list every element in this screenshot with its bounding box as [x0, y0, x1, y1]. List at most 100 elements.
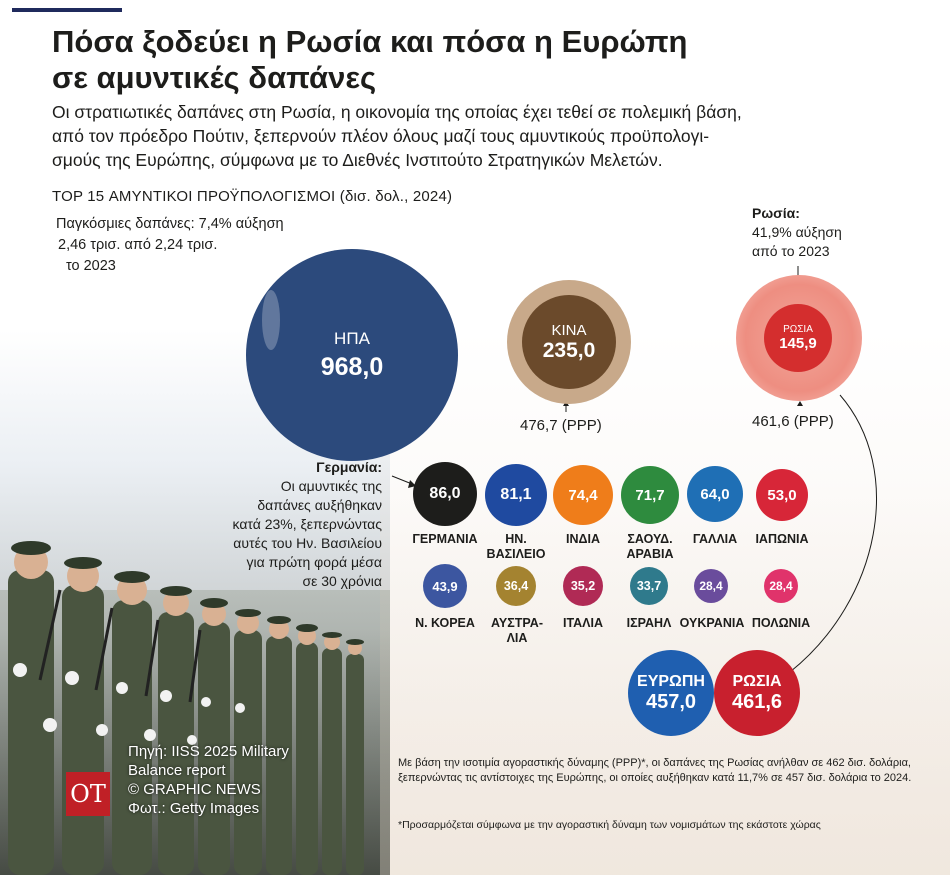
- bubble-value: 35,2: [570, 579, 596, 593]
- bubble-europe: ΕΥΡΩΠΗ 457,0: [628, 650, 714, 736]
- label-line: ΗΝ.: [505, 532, 527, 546]
- bubble-label: ΚΙΝΑ: [551, 321, 587, 339]
- bubble-india: 74,4: [553, 465, 613, 525]
- subtitle: Οι στρατιωτικές δαπάνες στη Ρωσία, η οικ…: [52, 100, 932, 172]
- source-line: Balance report: [128, 762, 226, 779]
- title-line: σε αμυντικές δαπάνες: [52, 60, 377, 95]
- bubble-ukraine: 28,4: [694, 569, 728, 603]
- label-israel: ΙΣΡΑΗΛ: [626, 616, 672, 630]
- bubble-value: 145,9: [779, 335, 817, 352]
- bubble-uk: 81,1: [485, 464, 547, 526]
- bubble-value: 28,4: [699, 579, 723, 593]
- russia-note: Ρωσία: 41,9% αύξηση από το 2023: [752, 204, 862, 261]
- label-india: ΙΝΔΙΑ: [566, 532, 600, 546]
- subtitle-line: σμούς της Ευρώπης, σύμφωνα με το Διεθνές…: [52, 150, 663, 170]
- bubble-value: 53,0: [767, 486, 797, 504]
- top-accent-bar: [12, 8, 122, 12]
- bubble-usa: ΗΠΑ 968,0: [246, 249, 458, 461]
- label-line: ΛΙΑ: [506, 631, 528, 645]
- label-line: ΣΑΟΥΔ.: [627, 532, 673, 546]
- bubble-italy: 35,2: [563, 566, 603, 606]
- note-line: το 2023: [66, 258, 116, 274]
- note-line: για πρώτη φορά μέσα: [246, 554, 382, 570]
- label-italy: ΙΤΑΛΙΑ: [562, 616, 604, 630]
- bubble-value: 81,1: [500, 486, 532, 503]
- bubble-value: 86,0: [429, 485, 461, 502]
- ot-logo: ΟΤ: [66, 772, 110, 816]
- note-line: αυτές του Ην. Βασιλείου: [233, 535, 382, 551]
- label-ukraine: ΟΥΚΡΑΝΙΑ: [679, 616, 745, 630]
- bubble-russia: ΡΩΣΙΑ 145,9: [764, 304, 832, 372]
- russia-ppp-arc: [789, 394, 877, 673]
- note-head: Ρωσία:: [752, 205, 800, 221]
- bubble-label: ΗΠΑ: [334, 328, 370, 348]
- label-germany: ΓΕΡΜΑΝΙΑ: [412, 532, 478, 546]
- bubble-china: ΚΙΝΑ 235,0: [522, 295, 616, 389]
- label-uk: ΗΝ. ΒΑΣΙΛΕΙΟ: [478, 532, 554, 562]
- usa-bubble-shine: [262, 290, 280, 350]
- label-saudi: ΣΑΟΥΔ. ΑΡΑΒΙΑ: [612, 532, 688, 562]
- note-line: Οι αμυντικές της: [280, 478, 382, 494]
- bubble-value: 461,6: [731, 690, 783, 713]
- bubble-value: 74,4: [568, 486, 598, 504]
- bubble-label: ΡΩΣΙΑ: [732, 672, 782, 690]
- label-poland: ΠΟΛΩΝΙΑ: [751, 616, 811, 630]
- soldier-row: [0, 541, 390, 875]
- note-line: 41,9% αύξηση: [752, 224, 842, 240]
- bubble-value: 235,0: [542, 338, 596, 362]
- bubble-value: 33,7: [636, 579, 662, 593]
- soldiers-photo: [0, 541, 390, 875]
- bubble-japan: 53,0: [756, 469, 808, 521]
- bubble-value: 457,0: [645, 690, 697, 713]
- source-credits: Πηγή: IISS 2025 Military Balance report …: [128, 742, 289, 818]
- arrow-head: [797, 401, 803, 406]
- subtitle-line: Οι στρατιωτικές δαπάνες στη Ρωσία, η οικ…: [52, 102, 742, 122]
- label-line: ΒΑΣΙΛΕΙΟ: [486, 547, 546, 561]
- section-title: TOP 15 ΑΜΥΝΤΙΚΟΙ ΠΡΟΫΠΟΛΟΓΙΣΜΟΙ (δισ. δο…: [52, 188, 453, 205]
- label-line: ΑΥΣΤΡΑ-: [491, 616, 543, 630]
- source-line: Πηγή: IISS 2025 Military: [128, 743, 289, 760]
- germany-note: Γερμανία: Οι αμυντικές της δαπάνες αυξήθ…: [170, 458, 382, 591]
- bubble-value: 28,4: [769, 579, 793, 593]
- title-line: Πόσα ξοδεύει η Ρωσία και πόσα η Ευρώπη: [52, 24, 688, 59]
- germany-note-arrow: [391, 475, 413, 485]
- bubble-poland: 28,4: [764, 569, 798, 603]
- ppp-footnote: Με βάση την ισοτιμία αγοραστικής δύναμης…: [398, 757, 912, 784]
- subtitle-line: από τον πρόεδρο Πούτιν, ξεπερνούν πλέον …: [52, 126, 710, 146]
- bubble-label: ΡΩΣΙΑ: [783, 324, 813, 335]
- russia-ppp-label: 461,6 (PPP): [752, 413, 834, 430]
- bubble-germany: 86,0: [413, 462, 477, 526]
- label-line: ΑΡΑΒΙΑ: [626, 547, 674, 561]
- bubble-russia-ppp: ΡΩΣΙΑ 461,6: [714, 650, 800, 736]
- bubble-france: 64,0: [687, 466, 743, 522]
- label-france: ΓΑΛΛΙΑ: [692, 532, 738, 546]
- label-australia: ΑΥΣΤΡΑ- ΛΙΑ: [482, 616, 552, 646]
- bubble-value: 968,0: [320, 352, 384, 381]
- bubble-south-korea: 43,9: [423, 564, 467, 608]
- background-fade: [380, 330, 950, 875]
- label-japan: ΙΑΠΩΝΙΑ: [755, 532, 809, 546]
- note-line: σε 30 χρόνια: [302, 573, 382, 589]
- bubble-value: 71,7: [635, 486, 665, 504]
- bubble-saudi: 71,7: [621, 466, 679, 524]
- bubble-israel: 33,7: [630, 567, 668, 605]
- page-title: Πόσα ξοδεύει η Ρωσία και πόσα η Ευρώπη σ…: [52, 24, 752, 96]
- source-line: © GRAPHIC NEWS: [128, 781, 261, 798]
- label-south-korea: Ν. ΚΟΡΕΑ: [415, 616, 475, 630]
- note-line: κατά 23%, ξεπερνώντας: [232, 516, 382, 532]
- bubble-value: 43,9: [432, 578, 458, 594]
- note-line: δαπάνες αυξήθηκαν: [257, 497, 382, 513]
- source-line: Φωτ.: Getty Images: [128, 800, 260, 817]
- bubble-value: 36,4: [503, 579, 529, 593]
- bubble-label: ΕΥΡΩΠΗ: [637, 672, 705, 690]
- note-head: Γερμανία:: [316, 459, 382, 475]
- note-line: από το 2023: [752, 243, 830, 259]
- global-spending-note: Παγκόσμιες δαπάνες: 7,4% αύξηση 2,46 τρι…: [56, 214, 376, 277]
- bubble-value: 64,0: [700, 485, 730, 503]
- ppp-definition-footnote: *Προσαρμόζεται σύμφωνα με την αγοραστική…: [398, 819, 821, 831]
- note-line: 2,46 τρισ. από 2,24 τρισ.: [58, 237, 218, 253]
- bubble-australia: 36,4: [496, 566, 536, 606]
- note-line: Παγκόσμιες δαπάνες: 7,4% αύξηση: [56, 216, 284, 232]
- china-ppp-label: 476,7 (PPP): [520, 417, 602, 434]
